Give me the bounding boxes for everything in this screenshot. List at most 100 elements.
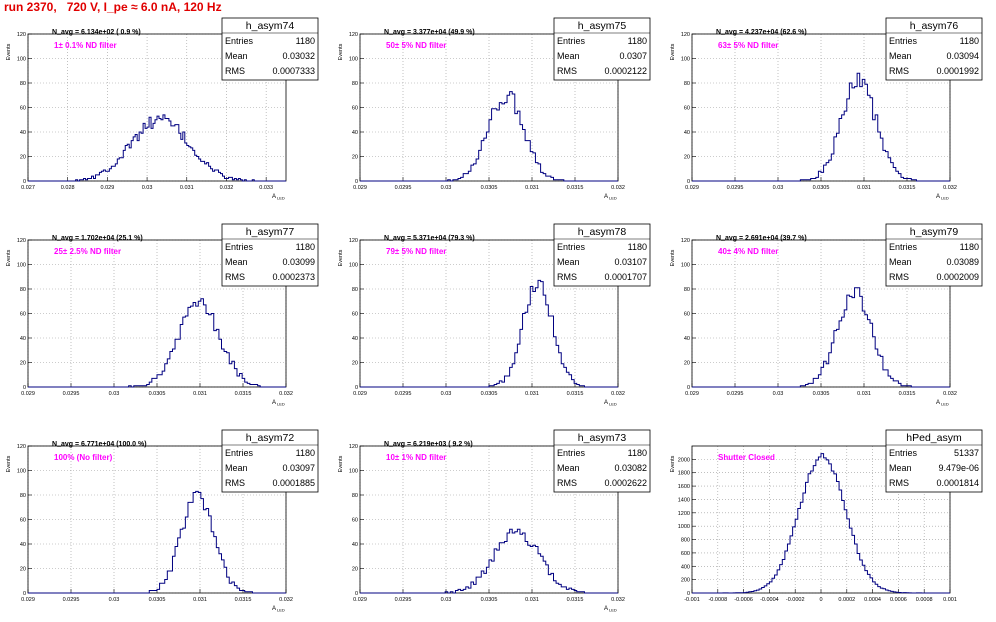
x-axis-label-subscript: LED [277, 196, 285, 201]
x-tick-label: 0.03 [773, 185, 784, 191]
stats-label: Mean [225, 51, 248, 61]
y-axis-label: Events [6, 43, 12, 60]
histogram-line [692, 72, 950, 182]
filter-annotation: 100% (No filter) [54, 453, 113, 462]
y-tick-label: 60 [684, 312, 690, 318]
stats-value: 1180 [296, 242, 315, 252]
y-axis-label: Events [670, 43, 676, 60]
x-tick-label: 0.029 [685, 391, 699, 397]
y-tick-label: 200 [681, 578, 690, 584]
y-tick-label: 20 [352, 567, 358, 573]
stats-label: Mean [557, 51, 580, 61]
y-tick-label: 120 [17, 238, 26, 244]
stats-value: 0.0002373 [272, 272, 315, 282]
stats-label: Mean [889, 463, 912, 473]
stats-value: 0.03099 [282, 257, 315, 267]
x-tick-label: 0.0305 [481, 597, 498, 603]
stats-label: Mean [889, 51, 912, 61]
x-tick-label: 0.031 [193, 597, 207, 603]
stats-value: 0.0007333 [272, 66, 315, 76]
stats-label: RMS [225, 272, 245, 282]
stats-label: Mean [225, 463, 248, 473]
stats-label: RMS [557, 66, 577, 76]
x-tick-label: 0.032 [279, 391, 293, 397]
histogram-h_asym75: 0.029 0.0295 0.03 0.0305 0.031 0.0315 0.032 0 20… [338, 17, 651, 201]
histogram-line [360, 528, 618, 594]
y-tick-label: 0 [687, 179, 690, 185]
stats-value: 0.0002009 [936, 272, 979, 282]
y-axis-label: Events [670, 455, 676, 472]
x-tick-label: 0.029 [353, 597, 367, 603]
stats-label: Entries [557, 448, 586, 458]
stats-box [553, 429, 651, 493]
x-axis-label: ALED [272, 606, 285, 613]
x-tick-label: 0.0295 [395, 597, 412, 603]
y-tick-label: 0 [355, 179, 358, 185]
y-tick-label: 100 [17, 263, 26, 269]
x-tick-label: -0.001 [684, 597, 700, 603]
x-axis-label-subscript: LED [609, 196, 617, 201]
x-tick-label: 0.029 [21, 391, 35, 397]
y-tick-label: 80 [684, 287, 690, 293]
x-axis-label: ALED [936, 400, 949, 407]
x-tick-label: 0.03 [441, 597, 452, 603]
x-tick-label: 0.029 [353, 185, 367, 191]
stats-label: RMS [225, 478, 245, 488]
y-tick-label: 100 [681, 57, 690, 63]
y-tick-label: 80 [684, 81, 690, 87]
stats-label: Entries [889, 242, 918, 252]
y-tick-label: 20 [20, 155, 26, 161]
y-tick-label: 20 [352, 155, 358, 161]
x-tick-label: 0.03 [773, 391, 784, 397]
x-tick-label: 0.0004 [864, 597, 881, 603]
y-tick-label: 120 [681, 238, 690, 244]
stats-box [221, 17, 319, 81]
y-axis-label: Events [338, 249, 344, 266]
stats-value: 0.0307 [619, 51, 647, 61]
y-tick-label: 40 [352, 130, 358, 136]
x-tick-label: 0.031 [193, 391, 207, 397]
y-tick-label: 40 [684, 130, 690, 136]
navg-annotation: N_avg = 4.237e+04 (62.6 %) [716, 29, 807, 36]
x-tick-label: 0 [819, 597, 822, 603]
stats-label: RMS [557, 272, 577, 282]
x-tick-label: 0.032 [279, 597, 293, 603]
histogram-h_asym74: 0.027 0.028 0.029 0.03 0.031 0.032 0.033 0 20 40 6… [6, 17, 319, 201]
x-tick-label: 0.0315 [567, 597, 584, 603]
y-tick-label: 80 [352, 81, 358, 87]
stats-box [553, 17, 651, 81]
x-tick-label: 0.0295 [727, 391, 744, 397]
y-tick-label: 80 [20, 493, 26, 499]
x-tick-label: 0.032 [611, 185, 625, 191]
x-tick-label: 0.032 [611, 391, 625, 397]
stats-label: Entries [557, 242, 586, 252]
y-tick-label: 20 [20, 361, 26, 367]
y-tick-label: 60 [352, 106, 358, 112]
x-axis-label-subscript: LED [277, 402, 285, 407]
x-tick-label: 0.031 [525, 391, 539, 397]
x-tick-label: 0.0305 [481, 185, 498, 191]
stats-value: 9.479e-06 [938, 463, 979, 473]
x-tick-label: -0.0008 [708, 597, 727, 603]
y-tick-label: 120 [349, 32, 358, 38]
x-axis-label: ALED [936, 194, 949, 201]
y-axis-label: Events [338, 455, 344, 472]
histogram-h_asym79: 0.029 0.0295 0.03 0.0305 0.031 0.0315 0.032 0 20… [670, 223, 983, 407]
stats-label: RMS [889, 478, 909, 488]
y-tick-label: 100 [349, 263, 358, 269]
x-tick-label: -0.0002 [786, 597, 805, 603]
x-tick-label: 0.0315 [899, 185, 916, 191]
y-tick-label: 600 [681, 551, 690, 557]
stats-label: Entries [225, 242, 254, 252]
y-tick-label: 40 [352, 542, 358, 548]
x-tick-label: 0.029 [685, 185, 699, 191]
y-tick-label: 40 [20, 542, 26, 548]
x-tick-label: 0.031 [525, 185, 539, 191]
y-tick-label: 0 [355, 591, 358, 597]
y-tick-label: 1800 [678, 471, 690, 477]
x-tick-label: 0.032 [943, 391, 957, 397]
histogram-line [360, 279, 618, 388]
filter-annotation: 79± 5% ND filter [386, 247, 446, 256]
x-tick-label: 0.03 [441, 391, 452, 397]
